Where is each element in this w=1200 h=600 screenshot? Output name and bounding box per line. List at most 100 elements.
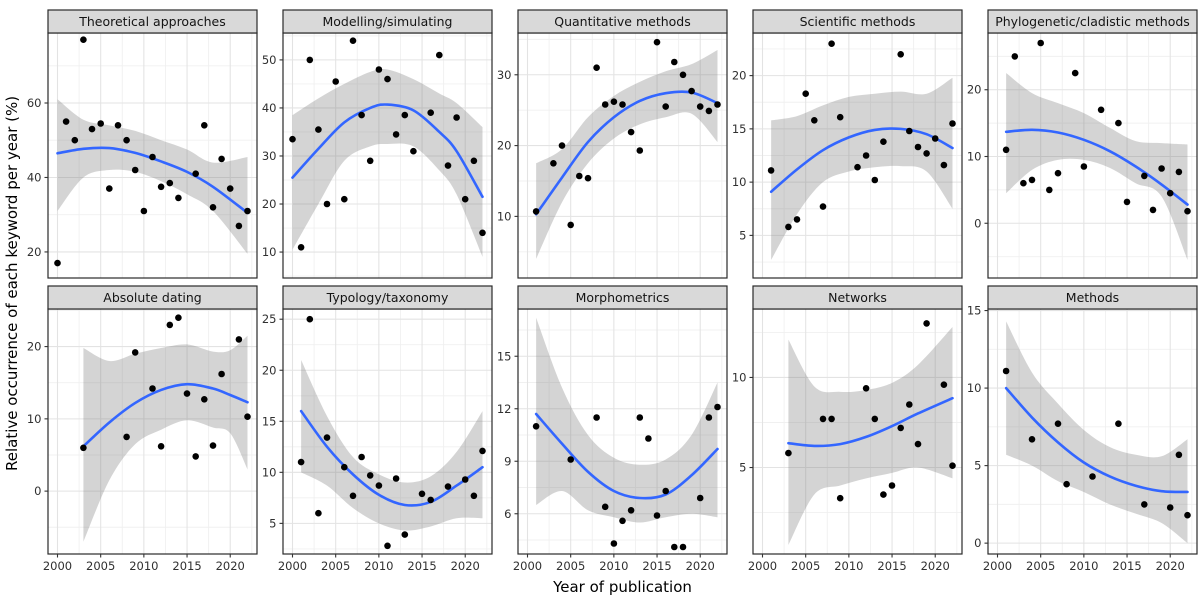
data-point bbox=[627, 128, 635, 136]
data-point bbox=[401, 531, 409, 538]
y-tick-label: 10 bbox=[967, 381, 982, 395]
facet-panel: Quantitative methods 10 20 30 bbox=[497, 9, 728, 279]
data-point bbox=[349, 492, 357, 500]
data-point bbox=[601, 503, 609, 511]
y-tick-label: 15 bbox=[967, 304, 982, 318]
y-tick-label: 20 bbox=[27, 245, 42, 259]
data-point bbox=[914, 440, 922, 448]
y-tick-label: 20 bbox=[967, 83, 982, 97]
y-axis: 20 40 60 bbox=[27, 96, 48, 259]
data-point bbox=[97, 120, 104, 127]
x-tick-label: 2015 bbox=[877, 559, 906, 573]
data-point bbox=[636, 147, 644, 154]
data-point bbox=[1089, 473, 1096, 480]
data-point bbox=[1063, 480, 1070, 488]
smooth-line bbox=[56, 146, 249, 215]
panel-background bbox=[988, 33, 1197, 278]
data-point bbox=[175, 194, 182, 202]
data-point bbox=[1158, 165, 1165, 172]
data-points bbox=[54, 36, 251, 267]
data-point bbox=[366, 472, 374, 479]
data-point bbox=[226, 185, 234, 192]
x-tick-label: 2020 bbox=[451, 559, 480, 573]
grid-major bbox=[283, 33, 492, 278]
data-point bbox=[696, 494, 704, 502]
data-point bbox=[332, 78, 340, 85]
y-tick-label: 0 bbox=[974, 536, 981, 550]
x-tick-label: 2005 bbox=[321, 559, 350, 573]
data-point bbox=[235, 222, 243, 230]
data-point bbox=[550, 160, 557, 167]
data-point bbox=[679, 543, 687, 551]
grid-minor bbox=[988, 33, 1197, 278]
facet-strip bbox=[987, 9, 1198, 34]
data-point bbox=[714, 101, 721, 108]
smooth-line bbox=[1004, 386, 1189, 494]
y-tick-label: 20 bbox=[497, 139, 512, 153]
grid-minor bbox=[753, 309, 962, 554]
data-point bbox=[401, 111, 409, 119]
data-point bbox=[149, 385, 156, 392]
panel-background bbox=[988, 309, 1197, 554]
x-axis-title: Year of publication bbox=[553, 578, 692, 596]
data-point bbox=[923, 320, 930, 327]
data-point bbox=[645, 435, 652, 442]
y-tick-label: 5 bbox=[739, 228, 746, 242]
data-point bbox=[1141, 172, 1148, 180]
data-point bbox=[897, 51, 904, 58]
data-point bbox=[140, 207, 148, 215]
data-point bbox=[610, 540, 618, 547]
data-point bbox=[567, 456, 574, 463]
data-point bbox=[123, 433, 130, 441]
data-points bbox=[767, 40, 956, 231]
data-point bbox=[479, 229, 486, 237]
data-point bbox=[297, 458, 305, 466]
data-point bbox=[80, 36, 87, 43]
x-tick-label: 2010 bbox=[599, 559, 628, 573]
data-point bbox=[705, 107, 713, 115]
data-point bbox=[470, 492, 478, 500]
x-axis: 2000 2005 2010 2015 2020 bbox=[983, 554, 1185, 573]
x-tick-label: 2005 bbox=[791, 559, 820, 573]
data-point bbox=[384, 542, 391, 550]
facet-strip bbox=[987, 285, 1198, 310]
y-tick-label: 40 bbox=[27, 170, 42, 184]
data-points bbox=[1002, 367, 1191, 519]
data-point bbox=[897, 424, 904, 432]
data-point bbox=[444, 162, 452, 169]
y-tick-label: 12 bbox=[497, 402, 512, 416]
data-point bbox=[461, 195, 469, 203]
x-tick-label: 2005 bbox=[556, 559, 585, 573]
data-point bbox=[192, 453, 199, 460]
y-tick-label: 20 bbox=[262, 197, 277, 211]
data-point bbox=[714, 403, 721, 411]
panel-background bbox=[518, 33, 727, 278]
smooth-line bbox=[534, 412, 719, 500]
data-point bbox=[209, 442, 217, 449]
facet-strip-title: Phylogenetic/cladistic methods bbox=[995, 14, 1190, 29]
data-point bbox=[244, 207, 251, 215]
data-point bbox=[828, 40, 835, 47]
x-tick-label: 2010 bbox=[129, 559, 158, 573]
grid-minor bbox=[753, 33, 962, 278]
data-points bbox=[80, 314, 251, 460]
x-tick-label: 2015 bbox=[1112, 559, 1141, 573]
data-point bbox=[940, 161, 948, 169]
data-point bbox=[444, 483, 452, 490]
data-point bbox=[923, 150, 930, 157]
data-point bbox=[688, 87, 695, 95]
data-point bbox=[636, 414, 644, 421]
facet-panel: Morphometrics 6 9 12 15 2000 2005 2010 2015 2020 bbox=[497, 285, 728, 573]
y-tick-label: 15 bbox=[732, 122, 747, 136]
x-tick-label: 2015 bbox=[642, 559, 671, 573]
x-axis: 2000 2005 2010 2015 2020 bbox=[513, 554, 715, 573]
data-point bbox=[1028, 176, 1036, 184]
facet-panel: Theoretical approaches 20 40 60 bbox=[27, 9, 258, 279]
data-point bbox=[1175, 451, 1183, 459]
data-point bbox=[106, 185, 113, 192]
smooth-line bbox=[299, 409, 484, 507]
data-point bbox=[218, 370, 225, 378]
y-tick-label: 10 bbox=[967, 150, 982, 164]
x-tick-label: 2005 bbox=[1026, 559, 1055, 573]
data-point bbox=[114, 122, 122, 129]
